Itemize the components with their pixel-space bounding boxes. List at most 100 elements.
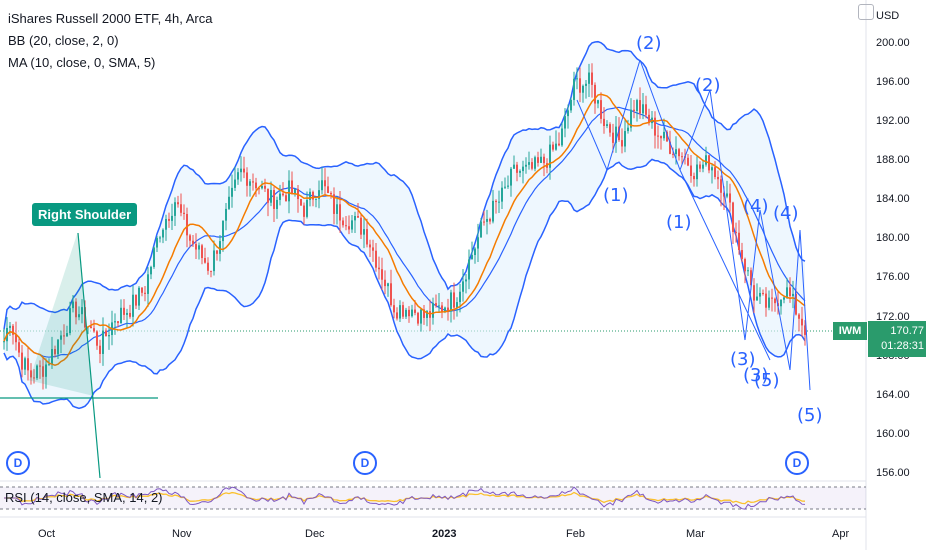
- candle-body: [447, 307, 449, 312]
- candle-body: [450, 292, 452, 312]
- candle-body: [105, 330, 107, 337]
- candle-body: [285, 195, 287, 202]
- candle-body: [588, 72, 590, 84]
- wave-line: [576, 99, 608, 171]
- candle-body: [282, 193, 284, 196]
- wave-label[interactable]: (4): [773, 203, 799, 224]
- time-tick-label: Nov: [172, 528, 192, 540]
- dividend-marker[interactable]: D: [785, 451, 809, 475]
- candle-body: [345, 225, 347, 227]
- wave-label[interactable]: (5): [754, 370, 780, 391]
- candle-body: [525, 164, 527, 167]
- candle-body: [357, 216, 359, 218]
- candle-body: [309, 191, 311, 200]
- candle-body: [63, 335, 65, 337]
- candle-body: [201, 245, 203, 259]
- candle-body: [315, 198, 317, 200]
- candle-body: [795, 293, 797, 315]
- candle-body: [603, 118, 605, 127]
- price-tick-label: 164.00: [876, 388, 910, 401]
- candle-body: [300, 199, 302, 206]
- candle-body: [216, 250, 218, 254]
- candle-body: [576, 78, 578, 80]
- candle-body: [702, 164, 704, 169]
- candle-body: [642, 104, 644, 114]
- wave-label[interactable]: (2): [636, 33, 662, 54]
- candle-body: [504, 186, 506, 188]
- candle-body: [741, 250, 743, 260]
- wave-label[interactable]: (5): [797, 405, 823, 426]
- time-tick-label: Oct: [38, 528, 56, 540]
- candle-body: [351, 220, 353, 230]
- candle-body: [675, 149, 677, 155]
- scale-settings-icon[interactable]: [858, 4, 874, 20]
- candle-body: [183, 212, 185, 214]
- candle-body: [426, 311, 428, 318]
- candle-body: [366, 229, 368, 245]
- candle-body: [192, 240, 194, 244]
- candle-body: [639, 100, 641, 114]
- candle-body: [66, 333, 68, 337]
- wave-label[interactable]: (4): [743, 196, 769, 217]
- wave-label[interactable]: (2): [695, 75, 721, 96]
- candle-body: [570, 99, 572, 111]
- candle-body: [33, 377, 35, 379]
- wave-label[interactable]: (1): [603, 185, 629, 206]
- wave-line: [759, 209, 791, 371]
- candle-body: [432, 303, 434, 318]
- candle-body: [168, 218, 170, 221]
- candle-body: [339, 204, 341, 221]
- candle-body: [378, 267, 380, 270]
- candle-body: [540, 156, 542, 163]
- candle-body: [72, 301, 74, 309]
- wave-label[interactable]: (3): [730, 349, 756, 370]
- candle-body: [798, 314, 800, 319]
- candle-body: [498, 201, 500, 203]
- candle-body: [609, 124, 611, 133]
- candle-body: [567, 110, 569, 117]
- candle-body: [663, 131, 665, 139]
- candle-body: [252, 181, 254, 183]
- candle-body: [108, 335, 110, 337]
- candle-body: [129, 312, 131, 317]
- bar-countdown: 01:28:31: [881, 340, 924, 352]
- right-shoulder-label[interactable]: Right Shoulder: [32, 203, 138, 226]
- dividend-marker[interactable]: D: [353, 451, 377, 475]
- wave-label[interactable]: (1): [666, 212, 692, 233]
- wave-label[interactable]: (3): [743, 365, 769, 386]
- candle-body: [3, 341, 5, 343]
- candle-body: [30, 370, 32, 378]
- rsi-pane: [0, 486, 866, 510]
- candle-body: [237, 172, 239, 180]
- candle-body: [732, 202, 734, 232]
- candle-body: [177, 202, 179, 205]
- candle-body: [621, 140, 623, 147]
- rsi-legend[interactable]: RSI (14, close, SMA, 14, 2): [5, 490, 163, 505]
- candle-body: [543, 156, 545, 164]
- candle-body: [507, 185, 509, 187]
- candle-body: [765, 293, 767, 308]
- candle-body: [564, 116, 566, 129]
- candle-body: [594, 84, 596, 104]
- candle-body: [750, 270, 752, 286]
- candle-body: [75, 301, 77, 318]
- dividend-marker[interactable]: D: [6, 451, 30, 475]
- candle-body: [744, 259, 746, 272]
- candle-body: [210, 270, 212, 272]
- candle-body: [459, 291, 461, 303]
- candle-body: [240, 168, 242, 173]
- candle-body: [648, 114, 650, 124]
- price-tick-label: 180.00: [876, 232, 910, 245]
- currency-label: USD: [876, 10, 900, 22]
- bollinger-upper: [3, 40, 806, 330]
- candle-body: [270, 190, 272, 203]
- bb-legend[interactable]: BB (20, close, 2, 0): [8, 33, 119, 48]
- candle-body: [408, 309, 410, 317]
- candle-body: [669, 141, 671, 154]
- candle-body: [510, 168, 512, 186]
- ma-legend[interactable]: MA (10, close, 0, SMA, 5): [8, 55, 156, 70]
- candle-body: [801, 318, 803, 326]
- candle-body: [51, 349, 53, 365]
